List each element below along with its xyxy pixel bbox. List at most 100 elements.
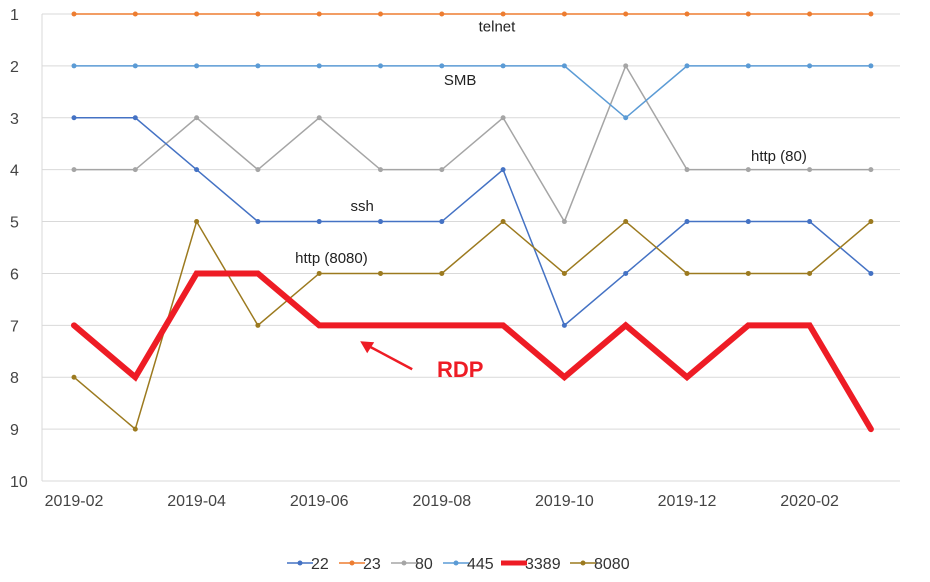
point-3389-2019-06 bbox=[316, 322, 322, 328]
point-3389-2019-11 bbox=[623, 322, 629, 328]
rdp-arrow-head bbox=[360, 341, 375, 354]
point-23-2019-08 bbox=[439, 11, 445, 17]
series-22 bbox=[71, 115, 874, 328]
legend-label-445: 445 bbox=[467, 556, 494, 573]
point-3389-2019-08 bbox=[439, 322, 445, 328]
legend-item-445: 445 bbox=[443, 556, 494, 573]
point-3389-2020-02 bbox=[807, 322, 813, 328]
legend-marker-3389 bbox=[511, 560, 517, 566]
point-3389-2019-12 bbox=[684, 374, 690, 380]
y-tick-3: 3 bbox=[10, 111, 19, 128]
point-23-2019-06 bbox=[316, 11, 322, 17]
point-80-2020-02 bbox=[807, 167, 813, 173]
legend-item-80: 80 bbox=[391, 556, 433, 573]
annotation-http-80-: http (80) bbox=[751, 148, 807, 165]
y-tick-8: 8 bbox=[10, 370, 19, 387]
x-tick-2019-10: 2019-10 bbox=[535, 493, 594, 510]
y-tick-9: 9 bbox=[10, 422, 19, 439]
y-tick-10: 10 bbox=[10, 474, 28, 491]
point-3389-2019-09 bbox=[500, 322, 506, 328]
point-23-2020-01 bbox=[745, 11, 751, 17]
y-tick-6: 6 bbox=[10, 266, 19, 283]
point-23-2020-03 bbox=[868, 11, 874, 17]
point-22-2020-02 bbox=[807, 219, 813, 225]
x-tick-2020-02: 2020-02 bbox=[780, 493, 839, 510]
point-23-2019-12 bbox=[684, 11, 690, 17]
point-80-2019-12 bbox=[684, 167, 690, 173]
point-8080-2019-09 bbox=[500, 219, 506, 225]
point-22-2019-04 bbox=[194, 167, 200, 173]
point-80-2019-11 bbox=[623, 63, 629, 69]
point-22-2019-07 bbox=[378, 219, 383, 225]
point-80-2019-09 bbox=[500, 115, 506, 121]
legend-item-22: 22 bbox=[287, 556, 329, 573]
legend-item-8080: 8080 bbox=[570, 556, 630, 573]
point-3389-2019-03 bbox=[132, 374, 138, 380]
legend-marker-445 bbox=[453, 560, 459, 566]
x-tick-2019-08: 2019-08 bbox=[412, 493, 471, 510]
legend-label-23: 23 bbox=[363, 556, 381, 573]
legend-marker-22 bbox=[297, 560, 303, 566]
point-445-2020-01 bbox=[745, 63, 751, 69]
point-22-2019-09 bbox=[500, 167, 506, 173]
series-line-22 bbox=[73, 117, 872, 327]
point-22-2019-10 bbox=[561, 322, 567, 328]
point-445-2019-03 bbox=[132, 63, 138, 69]
point-8080-2019-07 bbox=[378, 270, 383, 276]
point-445-2019-09 bbox=[500, 63, 506, 69]
point-445-2020-03 bbox=[868, 63, 874, 69]
point-3389-2020-01 bbox=[745, 322, 751, 328]
point-23-2019-07 bbox=[378, 11, 383, 17]
annotation-http-8080-: http (8080) bbox=[295, 250, 368, 267]
y-tick-4: 4 bbox=[10, 163, 19, 180]
series-8080 bbox=[71, 219, 874, 432]
legend-item-23: 23 bbox=[339, 556, 381, 573]
point-22-2019-06 bbox=[316, 219, 322, 225]
annotation-telnet: telnet bbox=[479, 19, 517, 36]
x-tick-2019-04: 2019-04 bbox=[167, 493, 226, 510]
annotation-ssh: ssh bbox=[350, 198, 373, 215]
point-22-2019-03 bbox=[132, 115, 138, 121]
point-23-2019-11 bbox=[623, 11, 629, 17]
series-line-80 bbox=[73, 64, 872, 224]
point-3389-2019-04 bbox=[194, 270, 200, 276]
point-445-2019-05 bbox=[255, 63, 261, 69]
point-3389-2019-07 bbox=[378, 322, 383, 328]
point-3389-2020-03 bbox=[868, 426, 874, 432]
legend-label-8080: 8080 bbox=[594, 556, 630, 573]
point-8080-2020-03 bbox=[868, 219, 874, 225]
point-445-2020-02 bbox=[807, 63, 813, 69]
annotation-rdp: RDP bbox=[437, 357, 483, 382]
legend-marker-80 bbox=[401, 560, 407, 566]
x-axis-ticks: 2019-02 2019-04 2019-06 2019-08 2019-10 2019-… bbox=[45, 493, 839, 510]
point-23-2019-05 bbox=[255, 11, 261, 17]
point-445-2019-11 bbox=[623, 115, 629, 121]
point-23-2020-02 bbox=[807, 11, 813, 17]
y-tick-5: 5 bbox=[10, 215, 19, 232]
point-23-2019-04 bbox=[194, 11, 200, 17]
point-8080-2019-05 bbox=[255, 322, 261, 328]
legend-marker-23 bbox=[349, 560, 355, 566]
point-22-2019-12 bbox=[684, 219, 690, 225]
series-layer bbox=[71, 11, 874, 433]
point-445-2019-04 bbox=[194, 63, 200, 69]
point-445-2019-08 bbox=[439, 63, 445, 69]
point-8080-2020-01 bbox=[745, 270, 751, 276]
series-23 bbox=[71, 11, 874, 17]
point-23-2019-03 bbox=[132, 11, 138, 17]
series-line-3389 bbox=[71, 270, 874, 433]
legend-label-80: 80 bbox=[415, 556, 433, 573]
point-8080-2019-03 bbox=[132, 426, 138, 432]
point-3389-2019-10 bbox=[561, 374, 567, 380]
legend-marker-8080 bbox=[580, 560, 586, 566]
point-8080-2020-02 bbox=[807, 270, 813, 276]
point-80-2020-01 bbox=[745, 167, 751, 173]
legend-label-3389: 3389 bbox=[525, 556, 561, 573]
point-8080-2019-08 bbox=[439, 270, 445, 276]
point-8080-2019-06 bbox=[316, 270, 322, 276]
legend: 22 23 80 445 3389 8080 bbox=[287, 556, 630, 573]
point-23-2019-10 bbox=[561, 11, 567, 17]
series-80 bbox=[71, 63, 874, 225]
y-tick-1: 1 bbox=[10, 7, 19, 24]
